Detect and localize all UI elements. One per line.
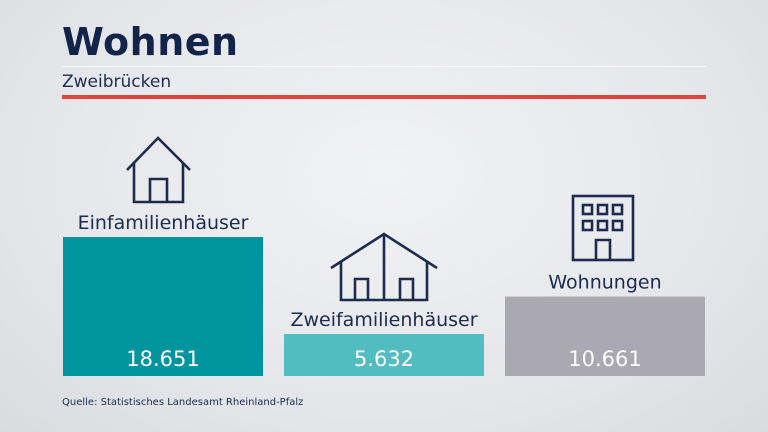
apartment-building-icon [571, 194, 635, 262]
single-family-house-icon [126, 136, 191, 204]
bar-einfamilienhaeuser [63, 237, 263, 376]
page-subtitle: Zweibrücken [62, 72, 172, 92]
category-label-wohnungen: Wohnungen [548, 272, 661, 294]
value-label-einfamilienhaeuser: 18.651 [126, 347, 199, 371]
category-label-einfamilienhaeuser: Einfamilienhäuser [78, 212, 249, 234]
page-title: Wohnen [62, 20, 239, 64]
source-note: Quelle: Statistisches Landesamt Rheinlan… [62, 397, 304, 408]
bar-wohnungen [505, 296, 705, 376]
two-family-house-icon [330, 232, 438, 302]
bar-zweifamilienhaeuser [284, 334, 484, 376]
category-label-zweifamilienhaeuser: Zweifamilienhäuser [290, 309, 477, 331]
title-divider [62, 66, 706, 67]
value-label-zweifamilienhaeuser: 5.632 [354, 347, 414, 371]
accent-rule [62, 95, 706, 99]
value-label-wohnungen: 10.661 [568, 347, 641, 371]
